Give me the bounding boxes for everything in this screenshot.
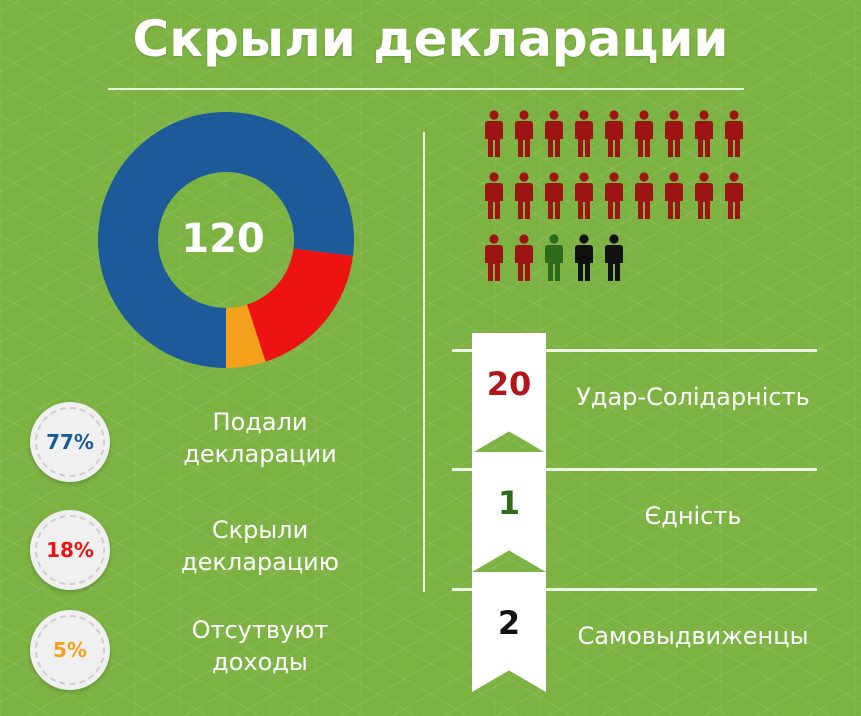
person-icon (574, 234, 594, 282)
legend-label-line: Скрыли (211, 516, 309, 544)
percent-value: 77% (46, 430, 94, 454)
person-icon (694, 172, 714, 220)
legend-label: Подали декларации (150, 406, 370, 470)
party-name: Самовыдвиженцы (577, 622, 809, 650)
legend-label-line: декларацию (181, 548, 339, 576)
party-count: 2 (497, 604, 521, 642)
person-icon (574, 172, 594, 220)
person-icon (514, 234, 534, 282)
person-icon (544, 234, 564, 282)
person-icon (724, 110, 744, 158)
title-divider (108, 88, 744, 90)
donut-slice-filed (98, 111, 355, 369)
legend-label: Скрыли декларацию (150, 514, 370, 578)
vertical-divider (423, 132, 425, 592)
party-row-udar: 20 Удар-Солідарність (452, 333, 817, 459)
person-icon (544, 110, 564, 158)
legend-item-hidden: 18% Скрыли декларацию (30, 510, 370, 590)
person-icon (484, 172, 504, 220)
percent-value: 5% (53, 638, 87, 662)
person-icon (574, 110, 594, 158)
person-icon (694, 110, 714, 158)
legend-label-line: Подали (212, 408, 308, 436)
person-icon (514, 110, 534, 158)
party-count: 1 (497, 484, 521, 522)
person-icon (604, 234, 624, 282)
party-divider (452, 349, 817, 352)
person-icon (634, 172, 654, 220)
donut-slice-hidden (247, 248, 353, 362)
person-icon (484, 110, 504, 158)
person-icon (604, 172, 624, 220)
legend-label-line: Отсутвуют (191, 616, 329, 644)
party-name: Удар-Солідарність (576, 383, 810, 411)
party-count: 20 (486, 365, 532, 403)
count-ribbon: 20 (472, 333, 546, 453)
person-icon (604, 110, 624, 158)
party-name: Єдність (644, 502, 742, 530)
person-icon (724, 172, 744, 220)
count-ribbon: 1 (472, 452, 546, 572)
count-ribbon: 2 (472, 572, 546, 692)
donut-slice-no-income (226, 304, 266, 368)
party-divider (452, 468, 817, 471)
percent-badge: 5% (30, 610, 110, 690)
legend-label-line: декларации (183, 440, 337, 468)
percent-badge: 77% (30, 402, 110, 482)
person-icon (514, 172, 534, 220)
legend-item-no-income: 5% Отсутвуют доходы (30, 610, 370, 690)
legend-label: Отсутвуют доходы (150, 614, 370, 678)
person-icon (664, 110, 684, 158)
donut-total-label: 120 (181, 216, 265, 262)
party-divider (452, 588, 817, 591)
person-icon (484, 234, 504, 282)
legend-label-line: доходы (212, 648, 308, 676)
party-row-self-nominated: 2 Самовыдвиженцы (452, 572, 817, 698)
donut-chart: 120 (98, 111, 355, 369)
person-icon (634, 110, 654, 158)
legend-item-filed: 77% Подали декларации (30, 402, 370, 482)
person-icon (544, 172, 564, 220)
percent-value: 18% (46, 538, 94, 562)
person-icon (664, 172, 684, 220)
party-row-yednist: 1 Єдність (452, 452, 817, 578)
percent-badge: 18% (30, 510, 110, 590)
page-title: Скрыли декларации (132, 10, 729, 68)
